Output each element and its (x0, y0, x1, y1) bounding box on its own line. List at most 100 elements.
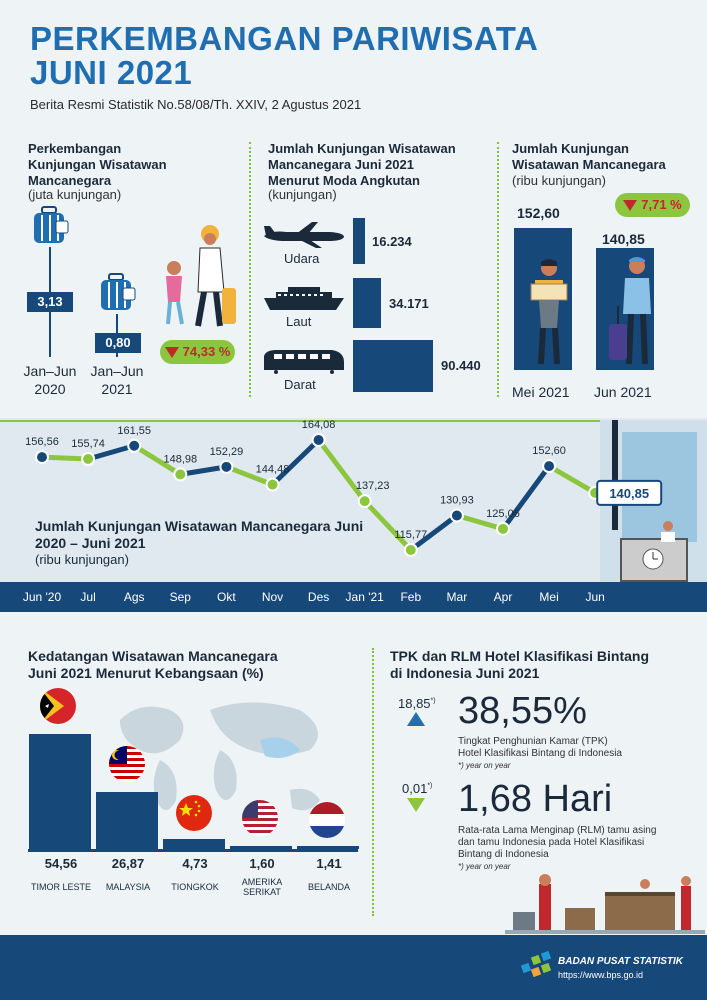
value-jun: 140,85 (602, 231, 645, 247)
footer-org: BADAN PUSAT STATISTIK (558, 956, 683, 967)
band-top-border (0, 420, 707, 422)
label-jun: Jun 2021 (594, 384, 652, 400)
line-chart: 156,56 155,74 161,55 148,98 152,29 144,48 164,… (25, 420, 663, 557)
panel2-title-line: Menurut Moda Angkutan (268, 173, 420, 188)
rlm-change-sup: *) (427, 782, 433, 790)
panel1-title-line: Kunjungan Wisatawan (28, 157, 167, 172)
page-subtitle: Berita Resmi Statistik No.58/08/Th. XXIV… (30, 97, 362, 112)
data-point (35, 450, 49, 465)
nationality-bar (29, 734, 91, 849)
rlm-change: 0,01*) (402, 781, 432, 796)
x-tick-label: Sep (169, 590, 191, 604)
line-segment (39, 454, 91, 462)
label-2020: Jan–Jun 2020 (18, 362, 82, 398)
x-tick-label: Okt (217, 590, 236, 604)
x-tick-label: Nov (261, 590, 284, 604)
hotel-title-line: TPK dan RLM Hotel Klasifikasi Bintang (390, 648, 650, 664)
x-tick-label: Ags (123, 590, 145, 604)
line-segment (362, 498, 414, 553)
line-segment (131, 443, 183, 477)
train-icon (262, 348, 346, 379)
footer (0, 935, 707, 1000)
nationality-bar (96, 792, 158, 849)
data-label: 115,77 (394, 529, 427, 541)
rlm-description-line: Rata-rata Lama Menginap (RLM) tamu asing (458, 825, 657, 836)
panel2-title-line: Jumlah Kunjungan Wisatawan (268, 141, 456, 156)
panel3-change-badge: 7,71 % (615, 193, 690, 217)
data-point (81, 451, 96, 466)
line-segment (270, 437, 322, 488)
check-in-counter (620, 538, 688, 582)
data-label: 155,74 (71, 438, 105, 450)
title-line-2: JUNI 2021 (30, 54, 193, 91)
line-segment (408, 512, 460, 553)
data-label: 140,85 (609, 486, 649, 501)
data-point (173, 467, 188, 482)
bar-udara (353, 218, 365, 264)
line-segment (223, 464, 275, 488)
nationality-title: Kedatangan Wisatawan Mancanegara Juni 20… (28, 648, 278, 682)
line-segment (85, 443, 137, 462)
malaysia-flag-icon (109, 746, 145, 782)
last-value-box (596, 479, 663, 506)
value-laut: 34.171 (389, 296, 429, 311)
tpk-description-line: Hotel Klasifikasi Bintang di Indonesia (458, 748, 622, 759)
nationality-title-line: Kedatangan Wisatawan Mancanegara (28, 648, 278, 664)
suitcase-icon (30, 205, 72, 252)
bps-logo-icon (520, 948, 554, 987)
x-tick-label: Jun (585, 590, 605, 604)
x-axis-band (0, 582, 707, 612)
travelers-illustration (158, 222, 240, 337)
label-2021: Jan–Jun 2021 (85, 362, 149, 398)
data-point (127, 438, 142, 453)
data-label: 137,23 (356, 480, 390, 492)
suitcase-icon (97, 272, 139, 319)
panel3-change-value: 7,71 % (641, 197, 682, 212)
timor-leste-flag-icon (40, 688, 76, 724)
mode-label-udara: Udara (284, 251, 320, 266)
usa-flag-icon (242, 800, 278, 836)
data-label: 144,48 (256, 464, 290, 476)
world-map-illustration (100, 690, 340, 845)
tpk-description: Tingkat Penghunian Kamar (TPK) Hotel Kla… (458, 736, 622, 760)
data-label: 152,60 (532, 445, 566, 457)
data-point (449, 508, 464, 523)
value-2020: 3,13 (27, 292, 73, 312)
rlm-description-line: Bintang di Indonesia (458, 849, 549, 860)
data-point (219, 459, 234, 474)
data-label: 130,93 (440, 494, 474, 506)
nationality-label: TIMOR LESTE (30, 882, 91, 892)
footer-url[interactable]: https://www.bps.go.id (558, 970, 644, 980)
panel3-unit: (ribu kunjungan) (512, 173, 606, 188)
data-point (265, 477, 280, 492)
clock-icon (642, 548, 664, 575)
panel2-title: Jumlah Kunjungan Wisatawan Mancanegara J… (268, 141, 456, 189)
rlm-value: 1,68 Hari (458, 778, 613, 820)
value-udara: 16.234 (372, 234, 412, 249)
line-segment (500, 463, 552, 532)
ship-icon (262, 286, 346, 317)
china-flag-icon (176, 795, 212, 831)
panel3-title-line: Jumlah Kunjungan (512, 141, 629, 156)
tourist-with-suitcase-illustration (605, 252, 665, 375)
nationality-label: MALAYSIA (105, 882, 151, 892)
data-point (542, 459, 557, 474)
line-segment (316, 437, 368, 504)
data-label: 161,55 (117, 425, 151, 437)
label-2021-line2: 2021 (101, 381, 133, 397)
nationality-label: TIONGKOK (171, 882, 219, 892)
mode-label-laut: Laut (286, 314, 312, 329)
divider (372, 648, 374, 916)
down-triangle-icon (407, 798, 425, 812)
nationality-baseline (28, 849, 358, 852)
data-point (311, 433, 326, 447)
divider (497, 142, 499, 397)
line-segment (454, 512, 506, 532)
down-triangle-icon (164, 347, 179, 359)
nationality-title-line: Juni 2021 Menurut Kebangsaan (%) (28, 665, 264, 681)
value-darat: 90.440 (441, 358, 481, 373)
tpk-change: 18,85*) (398, 696, 436, 711)
bar-laut (353, 278, 381, 328)
hotel-title-line: di Indonesia Juni 2021 (390, 665, 540, 681)
nationality-bar (297, 846, 359, 849)
